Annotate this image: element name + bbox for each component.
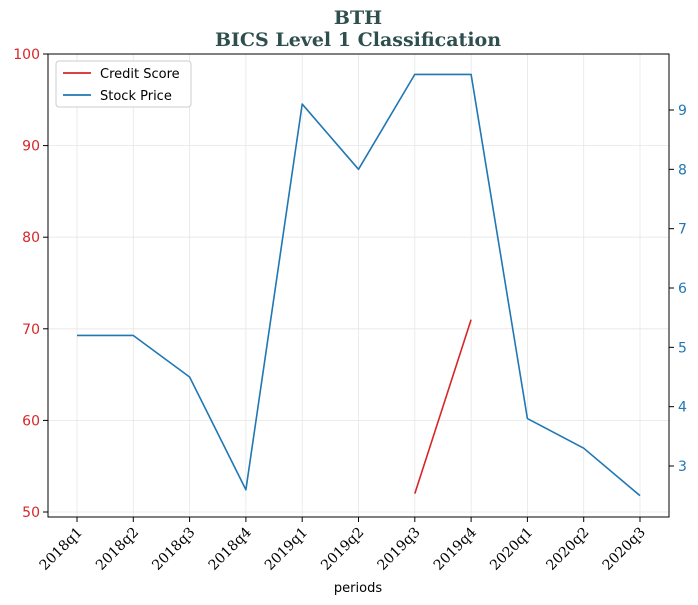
left-tick-label: 50: [22, 505, 40, 521]
x-tick-label: 2018q3: [149, 525, 198, 574]
left-tick-label: 70: [22, 322, 40, 338]
x-axis: 2018q1 2018q2 2018q3 2018q4 2019q1 2019q2 2019…: [37, 517, 649, 574]
right-tick-label: 3: [678, 459, 687, 475]
right-tick-label: 5: [678, 340, 687, 356]
right-tick-label: 8: [678, 162, 687, 178]
x-tick-label: 2019q3: [374, 525, 423, 574]
x-tick-label: 2020q3: [600, 525, 649, 574]
x-tick-label: 2019q4: [431, 524, 480, 573]
left-tick-label: 90: [22, 139, 40, 155]
x-tick-label: 2018q1: [37, 525, 86, 574]
legend: Credit Score Stock Price: [55, 60, 192, 108]
right-tick-label: 4: [678, 400, 687, 416]
x-tick-label: 2018q4: [206, 524, 255, 573]
left-axis: 50 60 70 80 90 100: [13, 47, 48, 521]
right-tick-label: 9: [678, 103, 687, 119]
series-line-stock-price: [77, 73, 641, 497]
left-tick-label: 80: [22, 230, 40, 246]
x-tick-label: 2018q2: [93, 525, 142, 574]
series-layer: [77, 73, 641, 497]
left-tick-label: 100: [13, 47, 40, 63]
x-tick-label: 2020q2: [543, 525, 592, 574]
series-line-credit-score: [414, 319, 472, 494]
x-tick-label: 2020q1: [487, 525, 536, 574]
right-axis: 3 4 5 6 7 8 9: [669, 103, 687, 475]
right-tick-label: 7: [678, 222, 687, 238]
chart-subtitle: BICS Level 1 Classification: [215, 29, 501, 51]
x-tick-label: 2019q1: [262, 525, 311, 574]
chart-title: BTH: [334, 7, 382, 29]
legend-label: Stock Price: [100, 89, 172, 104]
grid: [48, 53, 669, 517]
x-axis-label: periods: [334, 581, 382, 596]
legend-label: Credit Score: [100, 67, 180, 82]
x-tick-label: 2019q2: [318, 525, 367, 574]
left-tick-label: 60: [22, 413, 40, 429]
right-tick-label: 6: [678, 281, 687, 297]
